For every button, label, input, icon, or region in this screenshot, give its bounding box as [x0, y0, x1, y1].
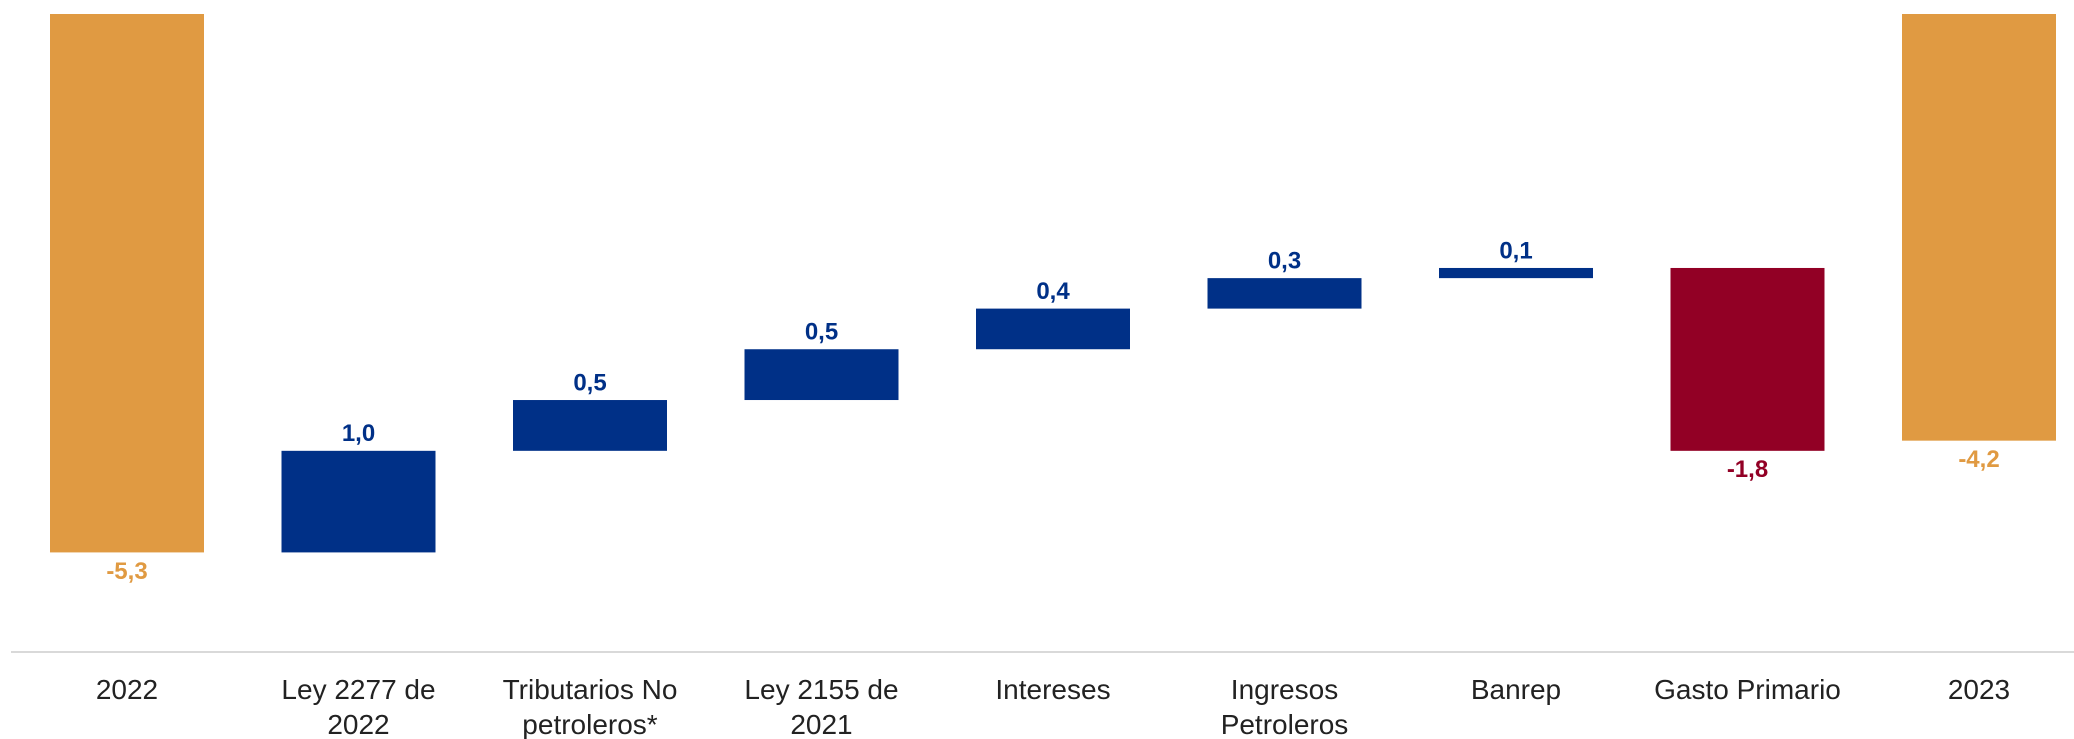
bar [281, 450, 436, 553]
x-tick-label: 2023 [1947, 674, 2011, 705]
bar [1902, 14, 2056, 441]
data-label: -4,2 [1958, 446, 1999, 473]
data-label: 0,5 [805, 319, 838, 346]
bar [513, 400, 667, 451]
data-label: 1,0 [342, 420, 375, 447]
data-label: 0,3 [1268, 247, 1301, 274]
x-tick-label: Gasto Primario [1654, 674, 1841, 705]
bar [50, 14, 204, 553]
data-label: 0,5 [573, 369, 606, 396]
x-tick-label: Banrep [1470, 674, 1562, 705]
bar [744, 349, 899, 401]
x-tick-label: Ingresos Petroleros [1220, 674, 1349, 739]
x-tick-label: Ley 2277 de 2022 [281, 674, 436, 739]
data-label: 0,1 [1499, 237, 1532, 264]
data-label: -5,3 [106, 558, 147, 585]
x-tick-label: Tributarios No petroleros* [502, 674, 678, 739]
data-label: -1,8 [1727, 456, 1768, 483]
bar [1439, 267, 1593, 279]
bar [976, 308, 1130, 350]
bar [1207, 278, 1362, 309]
x-tick-label: Intereses [995, 674, 1111, 705]
x-tick-label: Ley 2155 de 2021 [744, 674, 899, 739]
x-tick-label: 2022 [95, 674, 159, 705]
data-label: 0,4 [1036, 278, 1070, 305]
bar [1670, 267, 1825, 451]
